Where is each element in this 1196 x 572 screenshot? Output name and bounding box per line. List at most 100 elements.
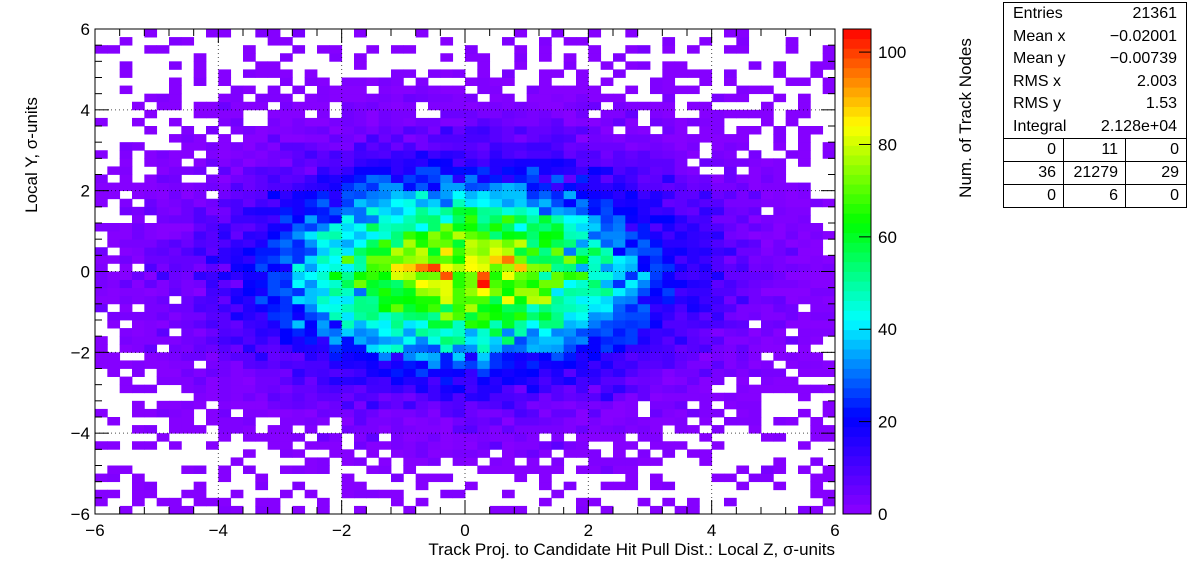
heatmap-cell (551, 392, 565, 402)
heatmap-cell (378, 489, 392, 499)
heatmap-cell (218, 93, 232, 103)
heatmap-cell (230, 271, 244, 280)
heatmap-cell (711, 247, 725, 256)
heatmap-cell (366, 465, 380, 474)
palette-segment (843, 106, 871, 117)
heatmap-cell (600, 150, 614, 159)
heatmap-cell (798, 295, 811, 305)
heatmap-cell (440, 53, 454, 62)
heatmap-cell (378, 311, 392, 321)
heatmap-cell (711, 126, 725, 135)
heatmap-cell (95, 279, 108, 289)
heatmap-cell (218, 247, 232, 256)
heatmap-cell (169, 376, 182, 386)
heatmap-cell (526, 166, 540, 175)
heatmap-cell (539, 344, 552, 353)
heatmap-cell (551, 190, 565, 200)
heatmap-cell (724, 287, 737, 297)
heatmap-cell (662, 198, 676, 208)
heatmap-cell (206, 271, 219, 280)
heatmap-cell (378, 287, 392, 297)
heatmap-cell (724, 29, 737, 38)
heatmap-cell (502, 174, 515, 183)
heatmap-cell (563, 263, 577, 272)
heatmap-cell (415, 473, 429, 483)
heatmap-cell (625, 481, 639, 491)
heatmap-cell (810, 198, 824, 208)
heatmap-cell (354, 295, 367, 305)
heatmap-cell (588, 134, 602, 143)
heatmap-cell (378, 134, 392, 143)
heatmap-cell (107, 255, 121, 264)
heatmap-cell (415, 150, 429, 159)
heatmap-cell (736, 376, 750, 386)
heatmap-cell (711, 150, 725, 159)
heatmap-cell (551, 344, 565, 353)
heatmap-cell (502, 93, 515, 103)
heatmap-cell (551, 489, 565, 499)
heatmap-cell (107, 231, 121, 240)
heatmap-cell (502, 190, 515, 200)
heatmap-cell (477, 69, 491, 78)
heatmap-cell (822, 489, 836, 499)
heatmap-cell (674, 287, 688, 297)
heatmap-cell (341, 279, 355, 289)
heatmap-cell (822, 61, 836, 70)
heatmap-cell (230, 109, 244, 119)
heatmap-cell (798, 352, 811, 361)
heatmap-cell (267, 336, 281, 345)
heatmap-cell (119, 206, 133, 216)
heatmap-cell (181, 279, 195, 289)
heatmap-cell (662, 481, 676, 491)
heatmap-cell (218, 336, 232, 345)
heatmap-cell (798, 368, 811, 377)
heatmap-cell (403, 360, 417, 369)
heatmap-cell (341, 392, 355, 402)
heatmap-cell (280, 417, 293, 426)
stats-label: Integral (1013, 117, 1067, 135)
heatmap-cell (391, 174, 404, 183)
heatmap-cell (280, 126, 293, 135)
heatmap-cell (625, 255, 639, 264)
heatmap-cell (415, 400, 429, 410)
palette-segment (843, 126, 871, 137)
heatmap-cell (674, 352, 688, 361)
heatmap-cell (452, 328, 466, 337)
heatmap-cell (156, 328, 170, 337)
heatmap-cell (822, 255, 836, 264)
heatmap-cell (736, 126, 750, 135)
heatmap-cell (452, 214, 466, 224)
heatmap-cell (563, 352, 577, 361)
heatmap-cell (810, 368, 824, 377)
heatmap-cell (280, 320, 293, 329)
heatmap-cell (181, 182, 195, 192)
stats-grid-cell: 0 (1170, 141, 1179, 158)
heatmap-cell (378, 328, 392, 337)
heatmap-cell (354, 85, 367, 95)
heatmap-cell (218, 392, 232, 402)
heatmap-cell (280, 190, 293, 200)
heatmap-cell (440, 206, 454, 216)
heatmap-cell (366, 384, 380, 394)
heatmap-cell (551, 352, 565, 361)
heatmap-cell (169, 247, 182, 256)
stats-grid: 0 11 0 36 21279 29 0 6 0 (1004, 138, 1186, 207)
heatmap-cell (650, 150, 663, 159)
heatmap-cell (193, 158, 207, 167)
heatmap-cell (539, 417, 552, 426)
heatmap-cell (181, 376, 195, 386)
heatmap-cell (230, 255, 244, 264)
heatmap-cell (428, 311, 441, 321)
heatmap-cell (280, 93, 293, 103)
heatmap-cell (218, 239, 232, 248)
heatmap-cell (625, 101, 639, 111)
heatmap-cell (329, 449, 343, 458)
heatmap-cell (255, 505, 269, 515)
heatmap-cell (292, 368, 306, 377)
heatmap-cell (687, 198, 700, 208)
heatmap-cell (255, 295, 269, 305)
heatmap-cell (354, 101, 367, 111)
heatmap-cell (674, 214, 688, 224)
